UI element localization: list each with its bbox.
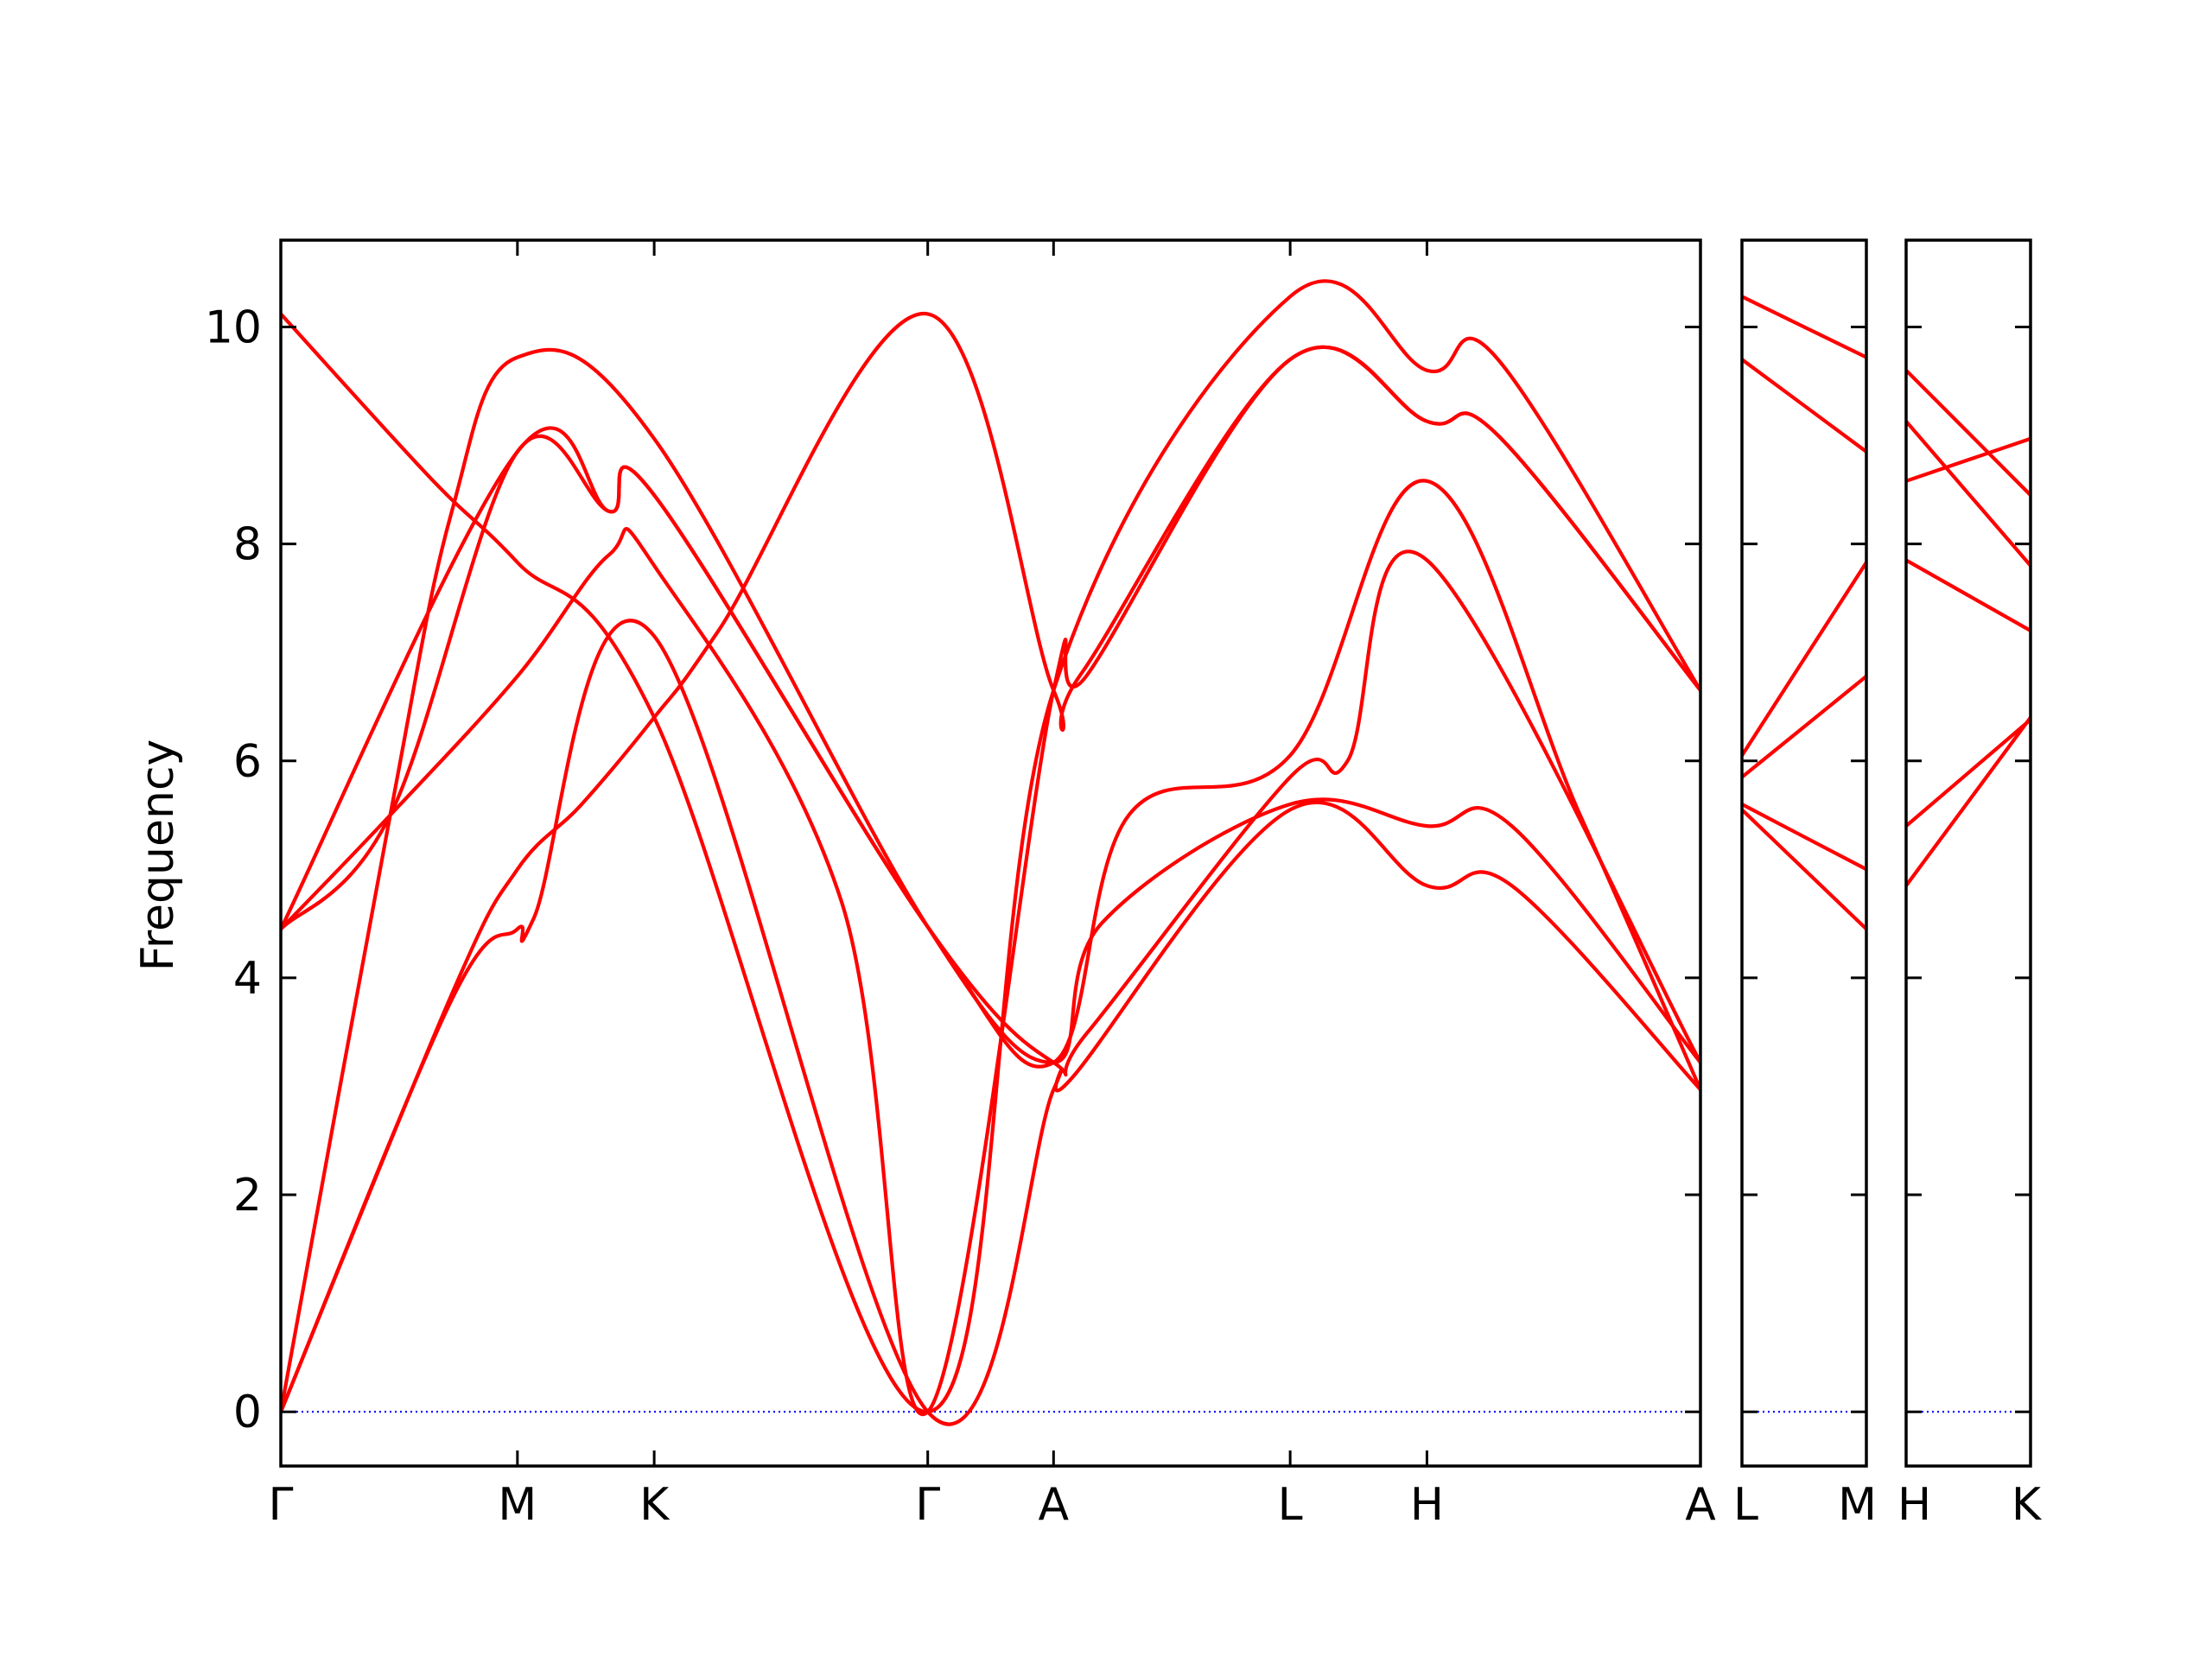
- x-tick-label: M: [1838, 1479, 1877, 1531]
- band-5: [281, 426, 1700, 1077]
- y-tick-label: 2: [233, 1170, 262, 1222]
- band-group: [1906, 368, 2031, 888]
- band-group: [1742, 295, 1866, 931]
- band-2: [281, 312, 1700, 1414]
- band-4: [281, 345, 1700, 1417]
- y-tick-label: 10: [205, 301, 262, 353]
- panel-frame: [1740, 238, 1868, 1468]
- y-tick-label: 8: [233, 519, 262, 571]
- band-group: [281, 279, 1700, 1426]
- panel-1: 0 2 4 6 8 10 Γ M K Γ A L H A: [205, 238, 1716, 1531]
- x-tick-label: K: [639, 1479, 671, 1531]
- band-1: [1906, 368, 2031, 498]
- x-tick-label: M: [498, 1479, 537, 1531]
- x-tick-label: H: [1897, 1479, 1931, 1531]
- band-1: [1742, 295, 1866, 359]
- band-2: [1742, 358, 1866, 454]
- band-5: [1906, 717, 2031, 828]
- y-tick-label: 0: [233, 1387, 262, 1438]
- y-tick-label: 4: [233, 953, 262, 1005]
- x-tick-label: L: [1278, 1479, 1303, 1531]
- x-tick-label: A: [1039, 1479, 1070, 1531]
- band-3: [281, 347, 1700, 1414]
- band-2: [1906, 419, 2031, 568]
- band-1: [281, 619, 1700, 1426]
- panel-frame: [279, 238, 1702, 1468]
- band-4: [1906, 558, 2031, 633]
- panel-frame: [1904, 238, 2032, 1468]
- y-tick-label: 6: [233, 736, 262, 788]
- band-6: [1742, 808, 1866, 931]
- x-tick-label: A: [1685, 1479, 1716, 1531]
- x-tick-label: Γ: [269, 1479, 294, 1531]
- band-7: [281, 434, 1700, 1092]
- band-6: [1906, 715, 2031, 888]
- x-tick-label: K: [2012, 1479, 2043, 1531]
- band-3: [1906, 436, 2031, 483]
- y-axis-label: Frequency: [132, 739, 184, 972]
- band-4: [1742, 674, 1866, 779]
- x-tick-label: L: [1733, 1479, 1758, 1531]
- band-6: [281, 279, 1700, 1414]
- band-3: [1742, 560, 1866, 758]
- band-5: [1742, 802, 1866, 872]
- x-tick-label: Γ: [915, 1479, 940, 1531]
- x-tick-label: H: [1410, 1479, 1444, 1531]
